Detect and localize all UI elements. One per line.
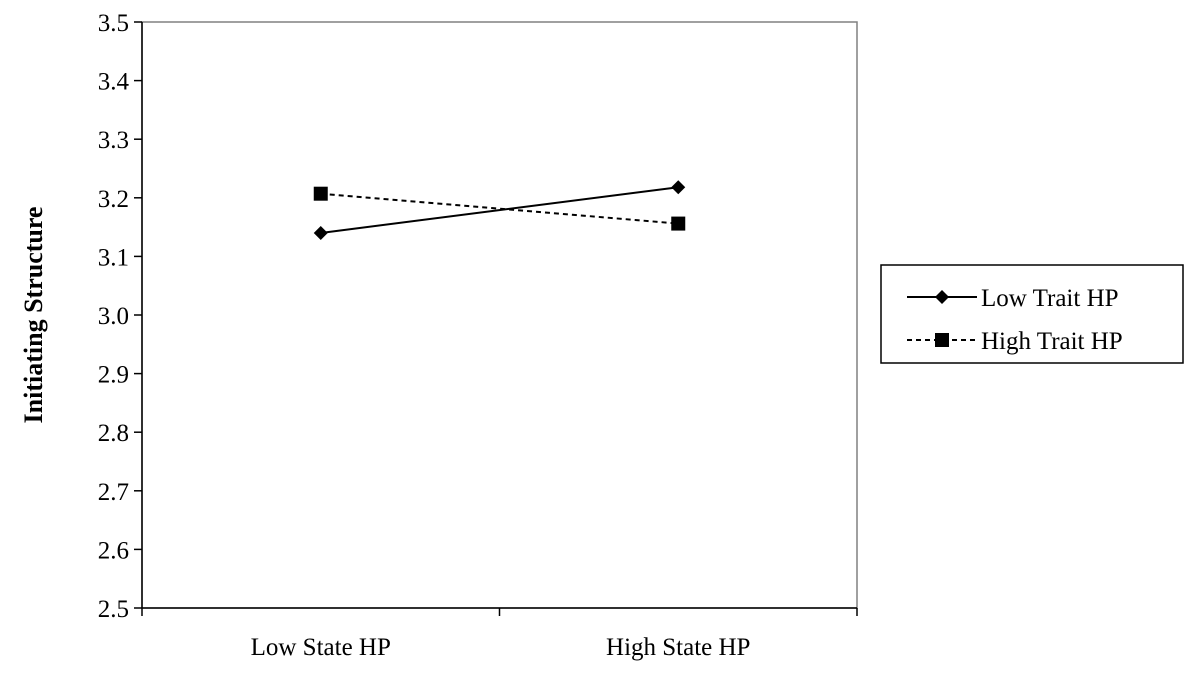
legend-label: High Trait HP [981, 328, 1123, 355]
legend-marker-square [935, 333, 949, 347]
y-tick-label: 2.8 [98, 420, 129, 447]
legend: Low Trait HP High Trait HP [880, 264, 1184, 364]
y-tick-label: 3.0 [98, 303, 129, 330]
legend-entry: Low Trait HP [907, 285, 1119, 312]
data-point-square [671, 216, 686, 231]
series-layer [313, 180, 686, 240]
y-axis-label: Initiating Structure [19, 207, 48, 424]
y-tick-label: 2.9 [98, 362, 129, 389]
y-tick-label: 2.5 [98, 596, 129, 623]
y-tick-label: 3.2 [98, 186, 129, 213]
x-category-label: High State HP [606, 634, 750, 661]
legend-marker-diamond [935, 290, 949, 304]
legend-label: Low Trait HP [981, 285, 1119, 312]
y-tick-label: 3.1 [98, 244, 129, 271]
series-1 [313, 180, 686, 240]
y-tick-label: 3.4 [98, 69, 130, 96]
plot-area [141, 21, 858, 609]
legend-box [880, 264, 1184, 364]
data-point-diamond [313, 225, 328, 240]
series-2 [313, 186, 686, 231]
data-point-diamond [671, 180, 686, 195]
y-tick-label: 3.5 [98, 10, 129, 37]
y-axis: 2.5 2.6 2.7 2.8 2.9 3.0 3.1 3.2 3.3 3.4 3.5 [98, 10, 143, 623]
legend-entry: High Trait HP [907, 328, 1123, 355]
y-tick-label: 3.3 [98, 127, 129, 154]
x-axis: Low State HP High State HP [141, 607, 858, 661]
series-line [320, 186, 679, 234]
x-category-label: Low State HP [251, 634, 391, 661]
y-tick-label: 2.6 [98, 537, 129, 564]
y-tick-label: 2.7 [98, 479, 129, 506]
series-line [320, 192, 679, 225]
data-point-square [313, 186, 328, 201]
